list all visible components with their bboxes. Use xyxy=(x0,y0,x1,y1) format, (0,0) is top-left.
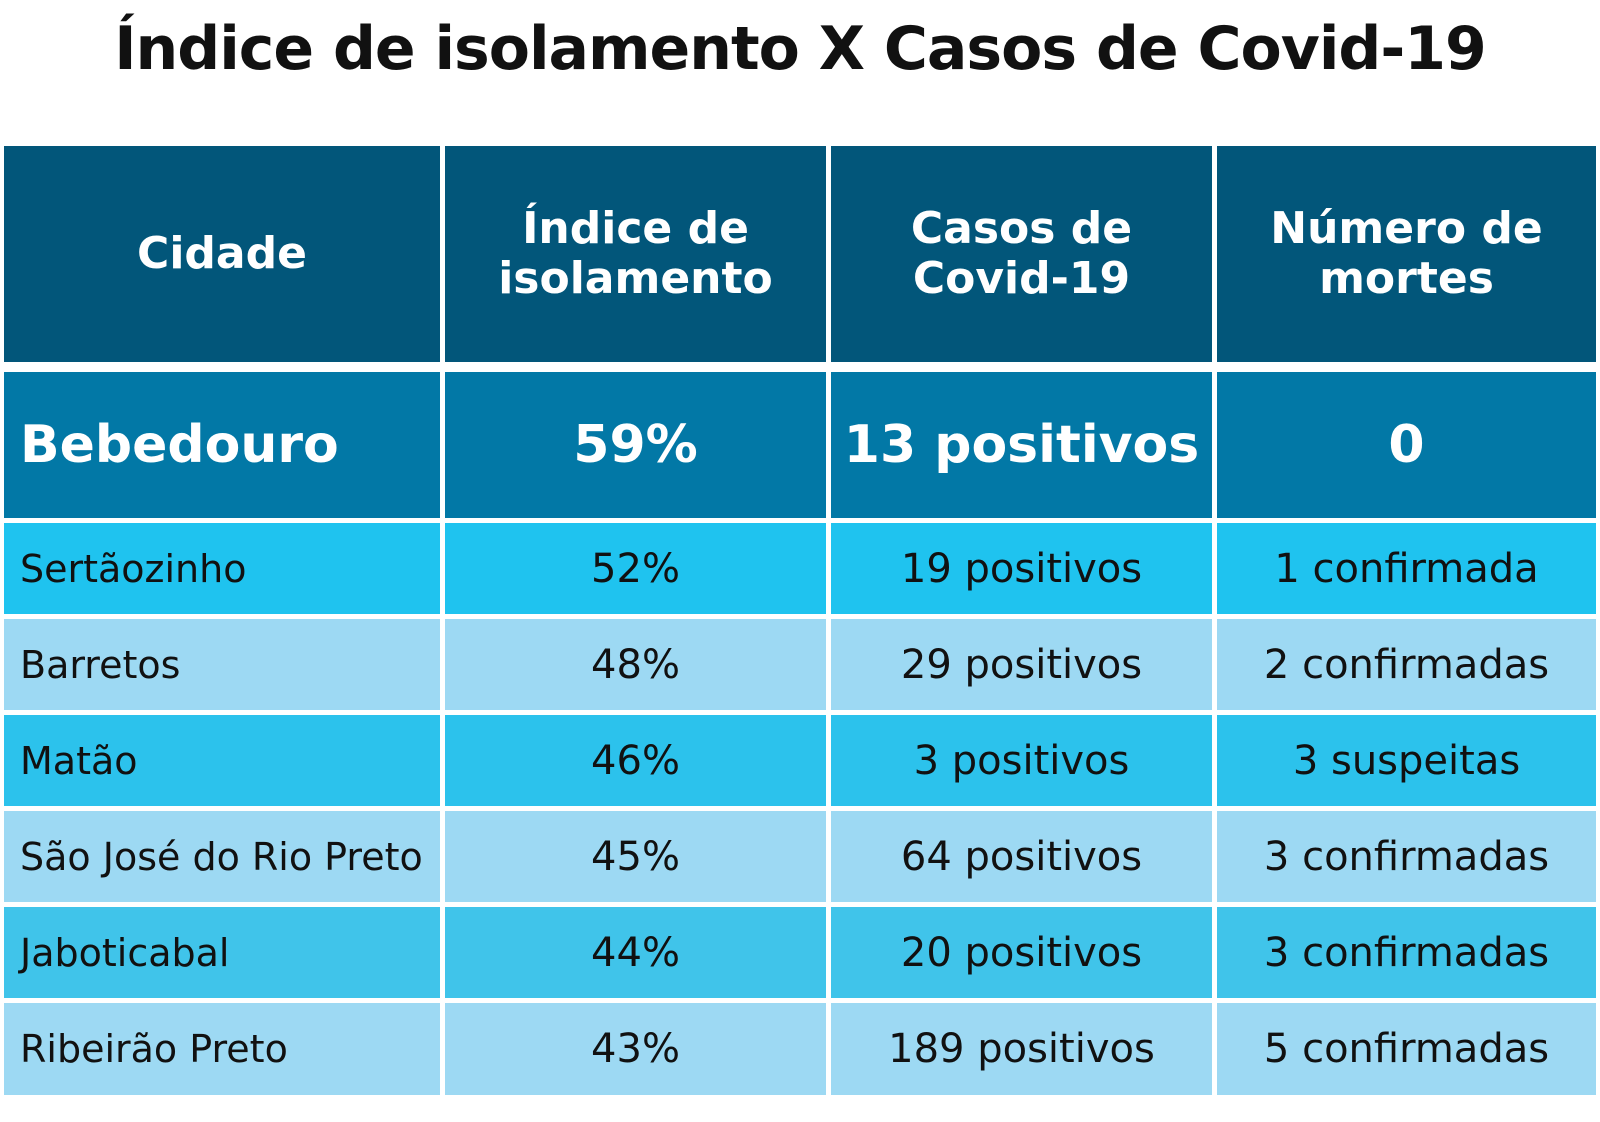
cell-mortes: 1 confirmada xyxy=(1217,523,1596,619)
cell-casos: 189 positivos xyxy=(831,1003,1217,1095)
header-indice-line1: Índice de xyxy=(522,203,749,254)
cell-cidade: Sertãozinho xyxy=(4,523,445,619)
header-indice: Índice de isolamento xyxy=(445,146,831,372)
header-mortes-line2: mortes xyxy=(1319,253,1494,304)
highlight-row: Bebedouro 59% 13 positivos 0 xyxy=(4,372,1596,523)
cell-mortes: 3 suspeitas xyxy=(1217,715,1596,811)
cell-casos: 19 positivos xyxy=(831,523,1217,619)
cell-casos: 20 positivos xyxy=(831,907,1217,1003)
header-cidade: Cidade xyxy=(4,146,445,372)
cell-indice: 43% xyxy=(445,1003,831,1095)
cell-indice: 52% xyxy=(445,523,831,619)
covid-table: Cidade Índice de isolamento Casos de Cov… xyxy=(4,146,1596,1095)
cell-cidade: São José do Rio Preto xyxy=(4,811,445,907)
cell-casos: 29 positivos xyxy=(831,619,1217,715)
header-casos-line2: Covid-19 xyxy=(912,253,1131,304)
table-row: Ribeirão Preto 43% 189 positivos 5 confi… xyxy=(4,1003,1596,1095)
header-casos-line1: Casos de xyxy=(910,203,1133,254)
cell-cidade: Barretos xyxy=(4,619,445,715)
highlight-mortes: 0 xyxy=(1217,372,1596,523)
table-row: Barretos 48% 29 positivos 2 confirmadas xyxy=(4,619,1596,715)
header-row: Cidade Índice de isolamento Casos de Cov… xyxy=(4,146,1596,372)
cell-mortes: 3 confirmadas xyxy=(1217,907,1596,1003)
cell-cidade: Jaboticabal xyxy=(4,907,445,1003)
header-mortes-line1: Número de xyxy=(1270,203,1543,254)
cell-mortes: 5 confirmadas xyxy=(1217,1003,1596,1095)
cell-casos: 3 positivos xyxy=(831,715,1217,811)
header-casos: Casos de Covid-19 xyxy=(831,146,1217,372)
highlight-cidade: Bebedouro xyxy=(4,372,445,523)
highlight-indice: 59% xyxy=(445,372,831,523)
cell-cidade: Ribeirão Preto xyxy=(4,1003,445,1095)
cell-indice: 48% xyxy=(445,619,831,715)
table-row: Sertãozinho 52% 19 positivos 1 confirmad… xyxy=(4,523,1596,619)
cell-indice: 46% xyxy=(445,715,831,811)
chart-title: Índice de isolamento X Casos de Covid-19 xyxy=(114,14,1487,84)
cell-cidade: Matão xyxy=(4,715,445,811)
table-row: Matão 46% 3 positivos 3 suspeitas xyxy=(4,715,1596,811)
table-row: Jaboticabal 44% 20 positivos 3 confirmad… xyxy=(4,907,1596,1003)
header-mortes: Número de mortes xyxy=(1217,146,1596,372)
cell-mortes: 2 confirmadas xyxy=(1217,619,1596,715)
cell-indice: 45% xyxy=(445,811,831,907)
cell-indice: 44% xyxy=(445,907,831,1003)
highlight-casos: 13 positivos xyxy=(831,372,1217,523)
table-row: São José do Rio Preto 45% 64 positivos 3… xyxy=(4,811,1596,907)
header-indice-line2: isolamento xyxy=(498,253,773,304)
cell-mortes: 3 confirmadas xyxy=(1217,811,1596,907)
header-cidade-line1: Cidade xyxy=(137,228,307,279)
cell-casos: 64 positivos xyxy=(831,811,1217,907)
